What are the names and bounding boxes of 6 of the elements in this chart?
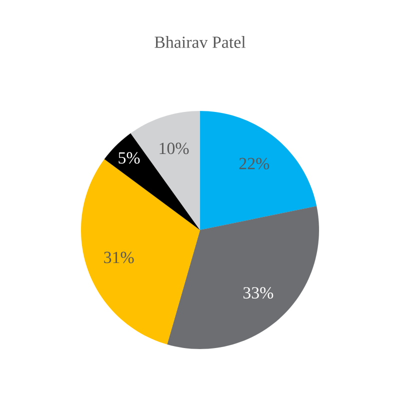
data-label: 31%	[104, 252, 134, 264]
data-label: 33%	[243, 287, 274, 299]
chart-title: Bhairav Patel	[154, 36, 246, 48]
data-label: 10%	[160, 142, 189, 154]
data-label: 22%	[239, 158, 270, 170]
data-label: 5%	[118, 152, 140, 164]
